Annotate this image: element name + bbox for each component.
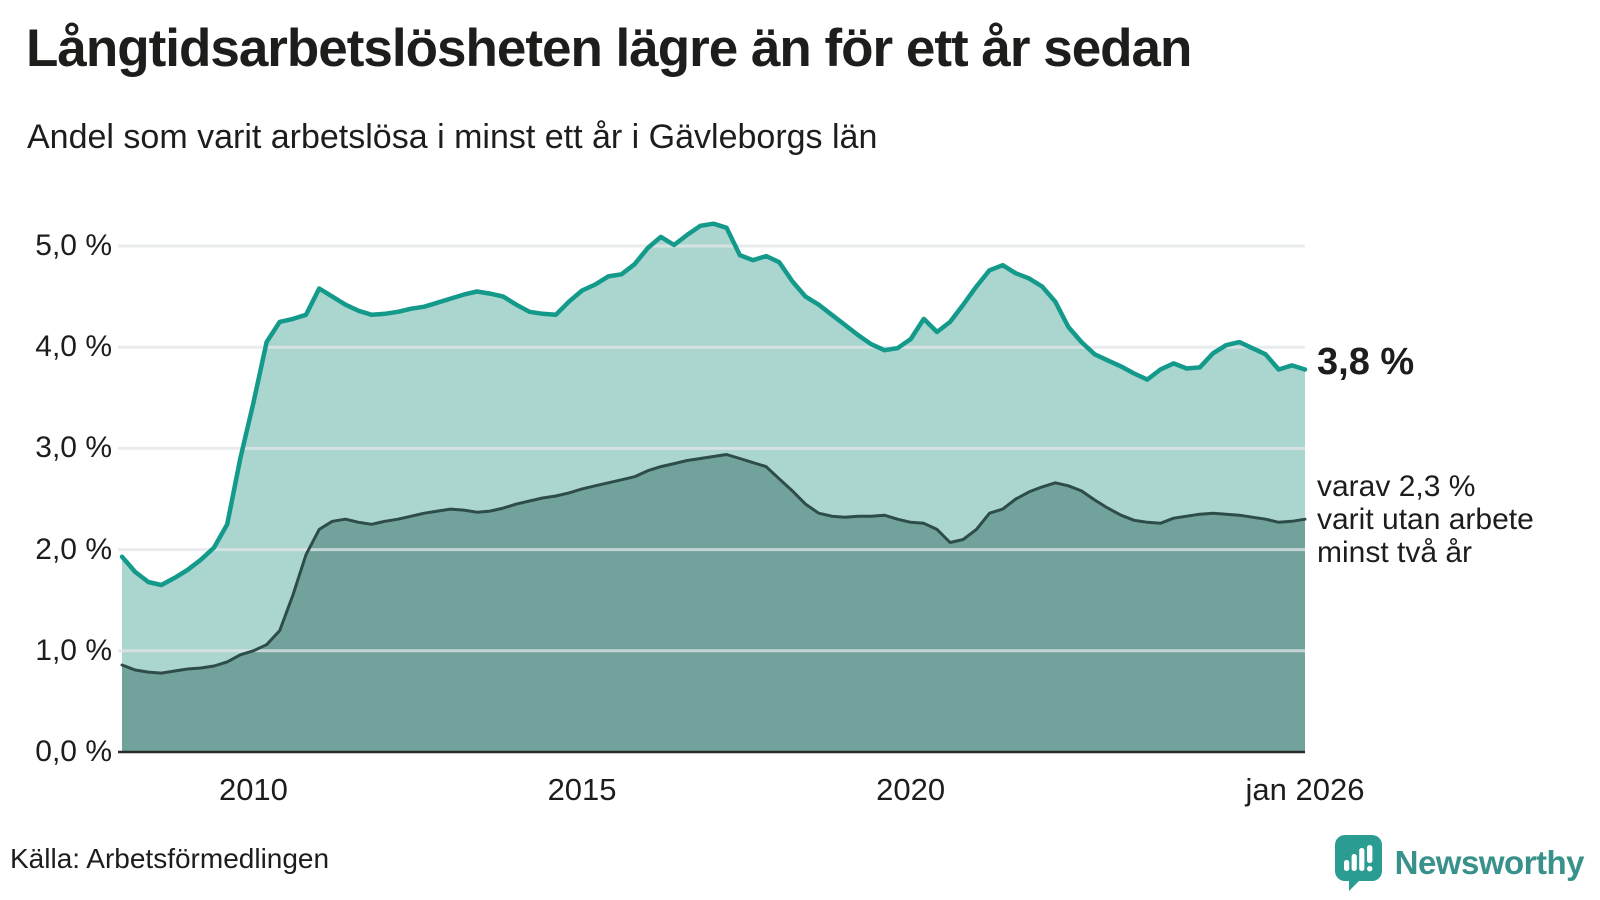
x-tick-label: 2015 <box>547 772 617 807</box>
latest-value-annotation: 3,8 % <box>1317 341 1415 383</box>
newsworthy-bubble-chart-icon <box>1334 835 1382 891</box>
area-fill-at-least-two-years <box>122 454 1305 752</box>
secondary-annotation-line: varav 2,3 % <box>1317 470 1476 503</box>
x-tick-label: jan 2026 <box>1245 772 1365 807</box>
y-tick-label: 2,0 % <box>35 532 112 566</box>
y-tick-label: 4,0 % <box>35 330 112 364</box>
secondary-annotation-line: minst två år <box>1317 536 1473 569</box>
brand-logo[interactable]: Newsworthy <box>1334 834 1585 892</box>
page-title: Långtidsarbetslösheten lägre än för ett … <box>26 19 1192 78</box>
x-tick-label: 2020 <box>876 772 946 807</box>
brand-wordmark: Newsworthy <box>1394 844 1585 881</box>
line-at-least-two-years <box>120 453 1307 675</box>
y-tick-label: 1,0 % <box>35 633 112 667</box>
source-credit: Källa: Arbetsförmedlingen <box>10 843 330 874</box>
secondary-annotation: varav 2,3 % varit utan arbete minst två år <box>1317 470 1534 569</box>
line-at-least-one-year <box>119 221 1308 588</box>
x-tick-label: 2010 <box>218 772 288 807</box>
page-subtitle: Andel som varit arbetslösa i minst ett å… <box>27 118 878 156</box>
secondary-annotation-line: varit utan arbete <box>1317 503 1534 536</box>
y-tick-label: 3,0 % <box>35 431 112 465</box>
y-tick-label: 0,0 % <box>35 735 112 768</box>
y-tick-label: 5,0 % <box>35 229 112 262</box>
